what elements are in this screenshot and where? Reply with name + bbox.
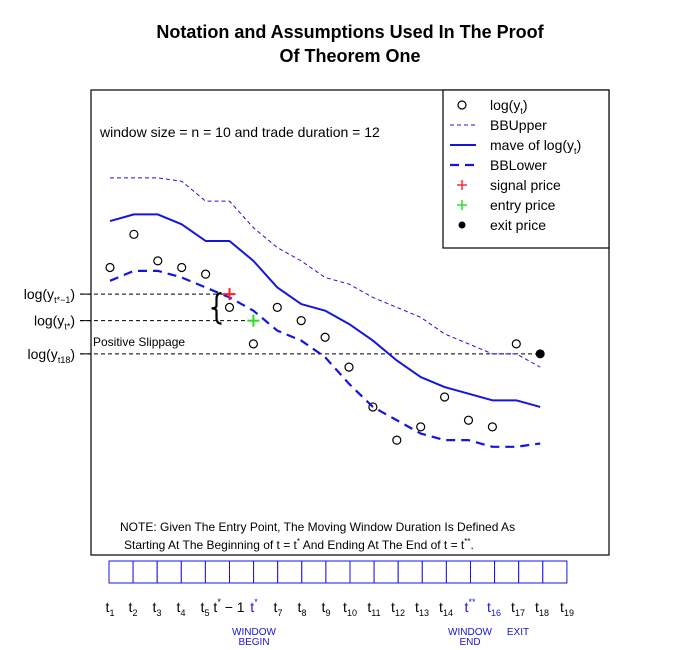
timeline-box-8	[277, 560, 303, 584]
x-tick-label-19: t18	[535, 599, 549, 618]
positive-slippage-label: Positive Slippage	[93, 335, 185, 349]
series-line-bblower	[109, 269, 541, 448]
x-tick-label-17: t16	[487, 599, 501, 618]
timeline-box-1	[108, 560, 134, 584]
x-tick-label-1: t1	[106, 599, 115, 618]
logy-point-18	[511, 339, 521, 349]
chart-title-line-1: Notation and Assumptions Used In The Pro…	[156, 22, 544, 42]
timeline-box-18	[518, 560, 544, 584]
window-label-2-line-2: END	[459, 637, 480, 648]
window-label-1-line-2: BEGIN	[238, 637, 269, 648]
plot-frame	[90, 89, 610, 556]
legend-label: signal price	[490, 177, 561, 193]
timeline-box-3	[156, 560, 182, 584]
legend-entry-7: exit price	[458, 217, 546, 233]
window-info-label: window size = n = 10 and trade duration …	[99, 124, 380, 140]
logy-point-10	[320, 332, 330, 342]
logy-point-11	[344, 362, 354, 372]
legend-label: entry price	[490, 197, 556, 213]
timeline-box-2	[132, 560, 158, 584]
legend-label: log(yt)	[490, 97, 528, 116]
series-line-mave-of-log-y-t-	[109, 213, 541, 408]
x-tick-label-3: t3	[153, 599, 162, 618]
logy-point-6	[224, 302, 235, 312]
x-tick-label-9: t8	[298, 599, 307, 618]
logy-point-7	[248, 339, 258, 349]
legend-entry-3: mave of log(yt)	[450, 137, 581, 156]
x-tick-label-4: t4	[177, 599, 186, 618]
legend-entry-6: entry price	[457, 197, 556, 213]
timeline-box-6	[229, 560, 255, 584]
x-tick-label-16: t**	[465, 597, 476, 615]
timeline-box-5	[204, 560, 230, 584]
signal-price-marker	[223, 288, 236, 301]
x-tick-label-2: t2	[129, 599, 138, 618]
legend-label: BBUpper	[490, 117, 547, 133]
x-tick-label-8: t7	[274, 599, 283, 618]
timeline-box-11	[349, 560, 375, 584]
timeline-box-19	[542, 560, 568, 584]
logy-point-3	[153, 256, 163, 266]
timeline-box-10	[325, 560, 351, 584]
x-tick-label-20: t19	[560, 599, 574, 618]
note-line-1: NOTE: Given The Entry Point, The Moving …	[120, 520, 515, 534]
x-tick-label-14: t13	[415, 599, 429, 618]
chart-title-line-2: Of Theorem One	[279, 46, 420, 66]
legend-symbol	[458, 221, 466, 229]
x-tick-label-12: t11	[367, 599, 380, 618]
timeline-box-17	[494, 560, 520, 584]
timeline-box-12	[373, 560, 399, 584]
legend-symbol	[457, 100, 467, 110]
window-label-2-line-1: WINDOW	[448, 627, 492, 638]
legend-box	[442, 89, 610, 249]
logy-point-13	[392, 435, 402, 445]
x-tick-label-13: t12	[391, 599, 405, 618]
x-tick-label-15: t14	[439, 599, 453, 618]
logy-point-9	[296, 316, 306, 326]
reference-label-3: log(yt18)	[27, 346, 75, 365]
timeline-box-4	[180, 560, 206, 584]
timeline-box-16	[470, 560, 496, 584]
logy-point-16	[463, 415, 474, 425]
timeline-box-14	[421, 560, 447, 584]
reference-label-2: log(yt*)	[34, 313, 75, 332]
note-line-2: Starting At The Beginning of t = t* And …	[124, 537, 474, 552]
entry-price-marker	[247, 314, 260, 327]
legend-entry-1: log(yt)	[457, 97, 528, 116]
legend-label: mave of log(yt)	[490, 137, 581, 156]
timeline-box-13	[397, 560, 423, 584]
exit-price-marker	[535, 349, 545, 359]
legend-label: BBLower	[490, 157, 547, 173]
timeline-box-9	[301, 560, 327, 584]
logy-point-1	[105, 262, 115, 273]
x-tick-label-6: t* − 1	[213, 597, 244, 615]
timeline-box-15	[445, 560, 471, 584]
logy-point-14	[416, 422, 426, 432]
window-label-3-line-1: EXIT	[507, 627, 529, 638]
logy-point-5	[201, 269, 211, 279]
reference-label-1: log(yt*−1)	[24, 286, 75, 305]
legend-label: exit price	[490, 217, 546, 233]
x-tick-label-18: t17	[511, 599, 525, 618]
legend: log(yt)BBUpper mave of log(yt)BBLower sign…	[442, 89, 610, 249]
timeline-boxes	[108, 560, 568, 584]
x-tick-label-5: t5	[201, 599, 210, 618]
x-tick-label-11: t10	[343, 599, 357, 618]
logy-point-17	[487, 422, 497, 432]
logy-point-4	[177, 262, 187, 273]
logy-point-2	[129, 229, 139, 239]
logy-point-8	[272, 302, 282, 312]
window-label-1-line-1: WINDOW	[232, 627, 276, 638]
x-tick-label-7: t*	[250, 597, 258, 615]
legend-entry-5: signal price	[457, 177, 561, 193]
legend-entry-4: BBLower	[450, 157, 547, 173]
logy-point-15	[440, 392, 450, 402]
slippage-brace	[211, 291, 222, 325]
legend-entry-2: BBUpper	[450, 117, 547, 133]
timeline-box-7	[253, 560, 279, 584]
series-line-bbupper	[110, 177, 541, 368]
x-tick-label-10: t9	[322, 599, 331, 618]
